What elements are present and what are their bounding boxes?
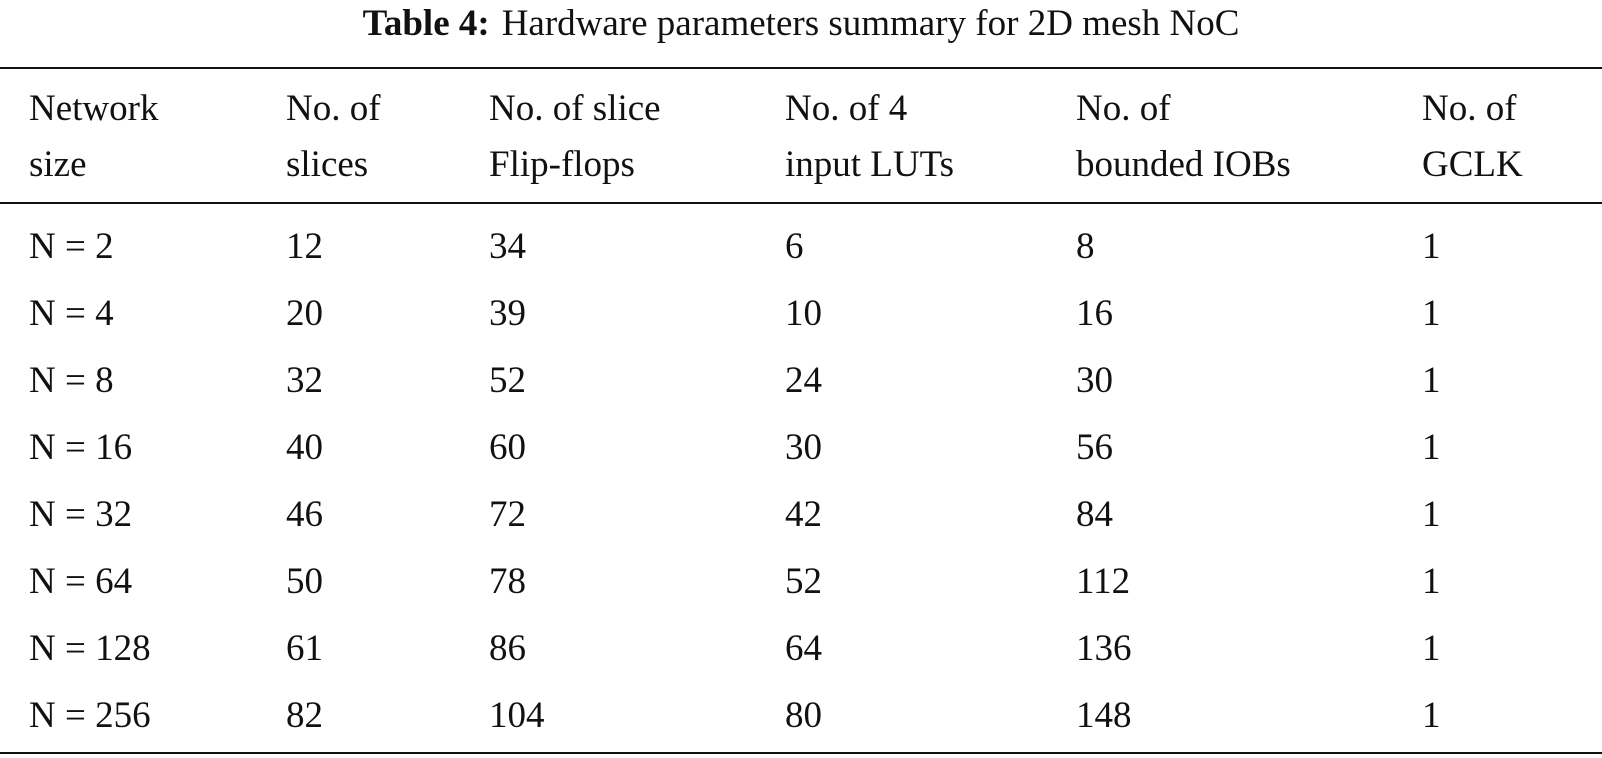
table-cell: 40 xyxy=(286,427,323,468)
table-cell: 16 xyxy=(1076,293,1113,334)
header-cell: size xyxy=(29,144,87,185)
table-cell: 1 xyxy=(1422,226,1441,267)
table-cell: N = 32 xyxy=(29,494,133,535)
table-caption: Table 4: Hardware parameters summary for … xyxy=(0,2,1602,45)
table-cell: N = 4 xyxy=(29,293,114,334)
caption-label: Table 4: xyxy=(362,3,490,44)
table-cell: N = 8 xyxy=(29,360,114,401)
table-cell: N = 16 xyxy=(29,427,133,468)
table-cell: 52 xyxy=(785,561,822,602)
table-cell: 12 xyxy=(286,226,323,267)
table-cell: 24 xyxy=(785,360,822,401)
table-cell: 1 xyxy=(1422,628,1441,669)
header-rule xyxy=(0,202,1602,204)
table-cell: 30 xyxy=(785,427,822,468)
table-cell: 64 xyxy=(785,628,822,669)
table-cell: 1 xyxy=(1422,360,1441,401)
header-cell: No. of slice xyxy=(489,88,661,129)
table-cell: 112 xyxy=(1076,561,1131,602)
table-cell: 84 xyxy=(1076,494,1113,535)
table-cell: 60 xyxy=(489,427,526,468)
table-cell: 50 xyxy=(286,561,323,602)
caption-title: Hardware parameters summary for 2D mesh … xyxy=(501,3,1240,44)
table-cell: 80 xyxy=(785,695,822,736)
table-cell: N = 64 xyxy=(29,561,133,602)
table-cell: 1 xyxy=(1422,293,1441,334)
table-cell: 6 xyxy=(785,226,804,267)
table-cell: 136 xyxy=(1076,628,1132,669)
table-cell: N = 128 xyxy=(29,628,151,669)
header-cell: input LUTs xyxy=(785,144,955,185)
table-cell: 34 xyxy=(489,226,526,267)
table-cell: 1 xyxy=(1422,494,1441,535)
top-rule xyxy=(0,67,1602,69)
header-cell: No. of xyxy=(1076,88,1171,129)
bottom-rule xyxy=(0,752,1602,754)
header-cell: Network xyxy=(29,88,159,129)
table-cell: 46 xyxy=(286,494,323,535)
table-cell: 32 xyxy=(286,360,323,401)
table-cell: 1 xyxy=(1422,561,1441,602)
table-cell: 10 xyxy=(785,293,822,334)
table-cell: 72 xyxy=(489,494,526,535)
table-cell: 86 xyxy=(489,628,526,669)
table-cell: 1 xyxy=(1422,695,1441,736)
table-cell: N = 256 xyxy=(29,695,151,736)
header-cell: bounded IOBs xyxy=(1076,144,1291,185)
table-cell: N = 2 xyxy=(29,226,114,267)
table-cell: 78 xyxy=(489,561,526,602)
header-cell: slices xyxy=(286,144,369,185)
header-cell: No. of 4 xyxy=(785,88,908,129)
table-cell: 104 xyxy=(489,695,545,736)
table-cell: 42 xyxy=(785,494,822,535)
table-cell: 56 xyxy=(1076,427,1113,468)
table-cell: 52 xyxy=(489,360,526,401)
header-cell: Flip-flops xyxy=(489,144,635,185)
header-cell: No. of xyxy=(1422,88,1517,129)
table-cell: 20 xyxy=(286,293,323,334)
table-cell: 30 xyxy=(1076,360,1113,401)
table-cell: 39 xyxy=(489,293,526,334)
table-cell: 61 xyxy=(286,628,323,669)
header-cell: No. of xyxy=(286,88,381,129)
header-cell: GCLK xyxy=(1422,144,1523,185)
table-cell: 1 xyxy=(1422,427,1441,468)
table-cell: 82 xyxy=(286,695,323,736)
table-cell: 148 xyxy=(1076,695,1132,736)
table-cell: 8 xyxy=(1076,226,1095,267)
